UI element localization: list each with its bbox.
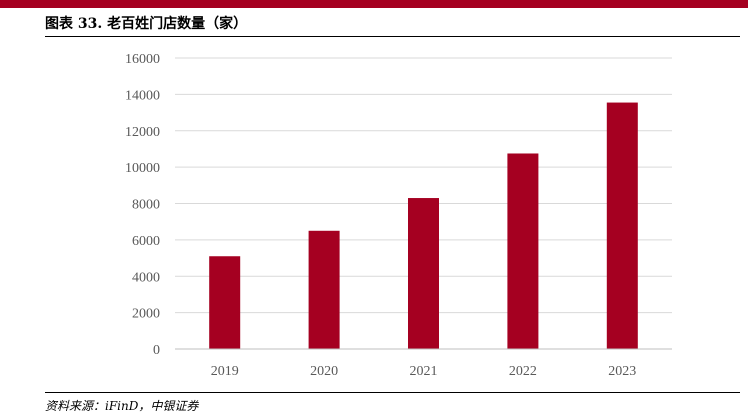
y-tick-label: 14000 [125,88,160,103]
x-tick-label: 2022 [509,364,537,379]
x-tick-label: 2019 [211,364,239,379]
source-note: 资料来源：iFinD，中银证券 [45,399,199,413]
title-divider [45,36,740,37]
y-tick-label: 12000 [125,125,160,140]
y-axis-tick-labels: 0 2000 4000 6000 8000 10000 12000 14000 16000 [125,52,160,358]
x-tick-label: 2021 [410,364,438,379]
y-tick-label: 16000 [125,52,160,67]
bar-2021 [408,198,439,349]
bars [209,102,638,349]
x-tick-label: 2020 [310,364,338,379]
x-axis-tick-labels: 2019 2020 2021 2022 2023 [211,364,637,379]
bar-2020 [308,230,340,349]
y-tick-label: 6000 [132,234,160,249]
bar-2023 [606,102,638,349]
bar-2022 [507,153,539,349]
y-tick-label: 4000 [132,270,160,285]
gridlines [175,57,672,314]
y-tick-label: 10000 [125,161,160,176]
y-tick-label: 2000 [132,307,160,322]
top-accent-bar [0,0,748,8]
y-tick-label: 0 [153,343,160,358]
y-tick-label: 8000 [132,198,160,213]
bar-2019 [209,256,241,349]
source-divider [45,392,740,393]
x-tick-label: 2023 [608,364,636,379]
figure-title: 图表 33. 老百姓门店数量（家） [45,16,248,32]
